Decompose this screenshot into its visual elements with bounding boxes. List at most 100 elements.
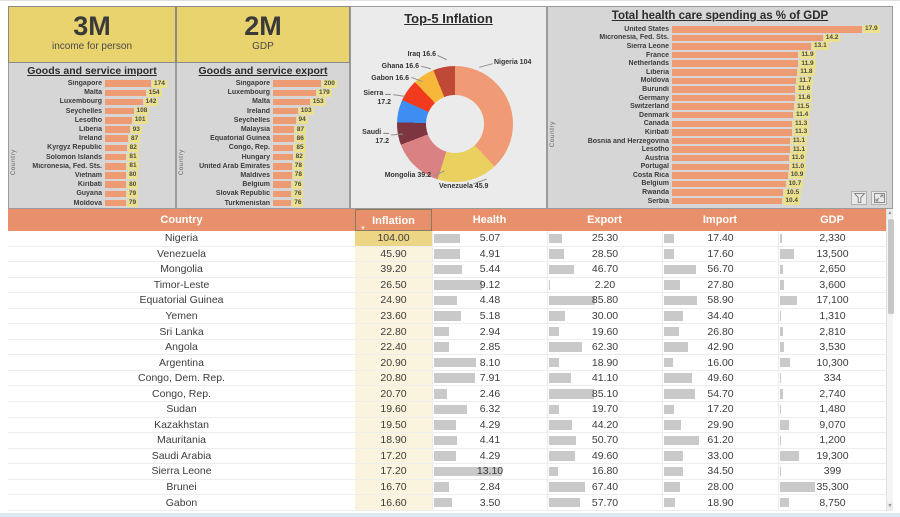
bar-row[interactable]: Liberia 93 — [17, 125, 173, 134]
bar-row[interactable]: United Arab Emirates 78 — [185, 162, 347, 171]
bar-value: 10.9 — [788, 171, 806, 180]
bar-row[interactable]: Luxembourg 179 — [185, 88, 347, 97]
table-row[interactable]: Sudan 19.60 6.32 19.70 17.20 1,480 — [8, 402, 886, 418]
bar-row[interactable]: Seychelles 108 — [17, 107, 173, 116]
column-header-import[interactable]: Import — [702, 214, 738, 226]
bar-row[interactable]: Lesotho 101 — [17, 116, 173, 125]
bar-row[interactable]: Costa Rica 10.9 — [556, 171, 890, 180]
column-header-export[interactable]: Export — [587, 214, 622, 226]
inflation-donut-chart[interactable] — [397, 66, 513, 182]
cell-health: 2.85 — [432, 339, 547, 355]
bar-row[interactable]: Canada 11.3 — [556, 119, 890, 129]
column-header-gdp[interactable]: GDP — [820, 214, 844, 226]
bar-row[interactable]: Ireland 103 — [185, 107, 347, 116]
table-row[interactable]: Yemen 23.60 5.18 30.00 34.40 1,310 — [8, 308, 886, 325]
bar-row[interactable]: Malta 154 — [17, 88, 173, 97]
bar-row[interactable]: Bosnia and Herzegovina 11.1 — [556, 137, 890, 146]
bar-row[interactable]: Slovak Republic 76 — [185, 189, 347, 198]
bar — [273, 153, 293, 161]
column-header-country[interactable]: Country — [160, 214, 203, 226]
bar-value: 11.6 — [796, 94, 813, 103]
cell-data-bar — [664, 357, 674, 368]
table-row[interactable]: Mongolia 39.20 5.44 46.70 56.70 2,650 — [8, 262, 886, 278]
bar-row[interactable]: Sierra Leone 13.1 — [556, 42, 890, 51]
bar-row[interactable]: Micronesia, Fed. Sts. 14.2 — [556, 33, 890, 43]
bar-row[interactable]: Malta 153 — [185, 97, 347, 106]
cell-data-bar — [434, 326, 450, 337]
bar-row[interactable]: Seychelles 94 — [185, 116, 347, 125]
bar-row[interactable]: Denmark 11.4 — [556, 111, 890, 120]
filter-icon[interactable] — [851, 191, 867, 205]
cell-import: 18.90 — [662, 495, 778, 510]
bar-row[interactable]: Rwanda 10.5 — [556, 188, 890, 197]
bar-row[interactable]: Lesotho 11.1 — [556, 145, 890, 154]
bar-row[interactable]: Netherlands 11.9 — [556, 59, 890, 68]
kpi-gdp-card[interactable]: 2M GDP — [176, 6, 350, 63]
bar-row[interactable]: Austria 11.0 — [556, 154, 890, 163]
bar-row[interactable]: Singapore 174 — [17, 79, 173, 88]
bar-row[interactable]: Kiribati 80 — [17, 180, 173, 189]
bar-row[interactable]: United States 17.9 — [556, 25, 890, 34]
bar-row[interactable]: Luxembourg 142 — [17, 97, 173, 106]
sort-descending-icon[interactable]: ▼ — [360, 226, 366, 232]
bar-row[interactable]: Portugal 11.0 — [556, 162, 890, 172]
bar-row[interactable]: Germany 11.6 — [556, 94, 890, 103]
bar-row[interactable]: Moldova 79 — [17, 198, 173, 208]
bar-row[interactable]: Belgium 10.7 — [556, 179, 890, 189]
cell-health: 6.32 — [432, 402, 547, 417]
table-row[interactable]: Gabon 16.60 3.50 57.70 18.90 8,750 — [8, 495, 886, 511]
cell-export: 50.70 — [547, 433, 662, 448]
bar-row[interactable]: Solomon Islands 81 — [17, 153, 173, 162]
bar-row[interactable]: Micronesia, Fed. Sts. 81 — [17, 162, 173, 171]
bar-row[interactable]: Kyrgyz Republic 82 — [17, 143, 173, 152]
bar-row[interactable]: Equatorial Guinea 86 — [185, 134, 347, 143]
bar — [273, 163, 292, 170]
bar-row[interactable]: Guyana 79 — [17, 189, 173, 198]
cell-data-bar — [664, 249, 674, 259]
bar-row[interactable]: Switzerland 11.5 — [556, 102, 890, 111]
scroll-down-icon[interactable]: ▼ — [887, 502, 893, 511]
bar-row[interactable]: Hungary 82 — [185, 153, 347, 162]
bar-row[interactable]: Kiribati 11.3 — [556, 128, 890, 137]
scrollbar-thumb[interactable] — [887, 219, 894, 314]
bar-row[interactable]: Moldova 11.7 — [556, 76, 890, 86]
kpi-income-card[interactable]: 3M income for person — [8, 6, 176, 63]
scroll-up-icon[interactable]: ▲ — [887, 209, 893, 218]
bar-row[interactable]: France 11.9 — [556, 51, 890, 60]
table-row[interactable]: Argentina 20.90 8.10 18.90 16.00 10,300 — [8, 355, 886, 371]
table-row[interactable]: Brunei 16.70 2.84 67.40 28.00 35,300 — [8, 479, 886, 496]
expand-icon[interactable] — [871, 191, 887, 205]
table-row[interactable]: Sri Lanka 22.80 2.94 19.60 26.80 2,810 — [8, 324, 886, 340]
bar-row[interactable]: Maldives 78 — [185, 171, 347, 180]
cell-data-bar — [780, 326, 783, 337]
bar-row[interactable]: Singapore 200 — [185, 79, 347, 88]
bar-row[interactable]: Belgium 76 — [185, 180, 347, 189]
table-row[interactable]: Equatorial Guinea 24.90 4.48 85.80 58.90… — [8, 293, 886, 309]
table-scrollbar[interactable]: ▲ ▼ — [886, 209, 894, 511]
bar-row[interactable]: Vietnam 80 — [17, 171, 173, 180]
table-row[interactable]: Sierra Leone 17.20 13.10 16.80 34.50 399 — [8, 464, 886, 480]
table-row[interactable]: Mauritania 18.90 4.41 50.70 61.20 1,200 — [8, 433, 886, 449]
bar-row[interactable]: Malaysia 87 — [185, 125, 347, 134]
column-header-inflation[interactable]: Inflation ▼ — [355, 209, 432, 232]
table-row[interactable]: Kazakhstan 19.50 4.29 44.20 29.90 9,070 — [8, 417, 886, 434]
bar-row[interactable]: Liberia 11.8 — [556, 68, 890, 77]
table-row[interactable]: Nigeria 104.00 5.07 25.30 17.40 2,330 — [8, 231, 886, 247]
bar — [273, 117, 296, 124]
bar-value: 79 — [126, 189, 139, 198]
cell-data-bar — [434, 435, 458, 446]
bar-row[interactable]: Serbia 10.4 — [556, 197, 890, 206]
bar-row[interactable]: Ireland 87 — [17, 134, 173, 143]
bar-row[interactable]: Burundi 11.6 — [556, 85, 890, 94]
bar-row[interactable]: Turkmenistan 76 — [185, 198, 347, 208]
table-row[interactable]: Timor-Leste 26.50 9.12 2.20 27.80 3,600 — [8, 277, 886, 294]
bar-value: 174 — [152, 79, 167, 88]
table-row[interactable]: Congo, Dem. Rep. 20.80 7.91 41.10 49.60 … — [8, 370, 886, 387]
table-row[interactable]: Saudi Arabia 17.20 4.29 49.60 33.00 19,3… — [8, 448, 886, 465]
table-row[interactable]: Venezuela 45.90 4.91 28.50 17.60 13,500 — [8, 246, 886, 263]
table-row[interactable]: Angola 22.40 2.85 62.30 42.90 3,530 — [8, 339, 886, 356]
column-header-health[interactable]: Health — [472, 214, 507, 226]
table-row[interactable]: Congo, Rep. 20.70 2.46 85.10 54.70 2,740 — [8, 386, 886, 403]
bar-label: Singapore — [67, 80, 102, 88]
bar-row[interactable]: Congo, Rep. 85 — [185, 143, 347, 152]
